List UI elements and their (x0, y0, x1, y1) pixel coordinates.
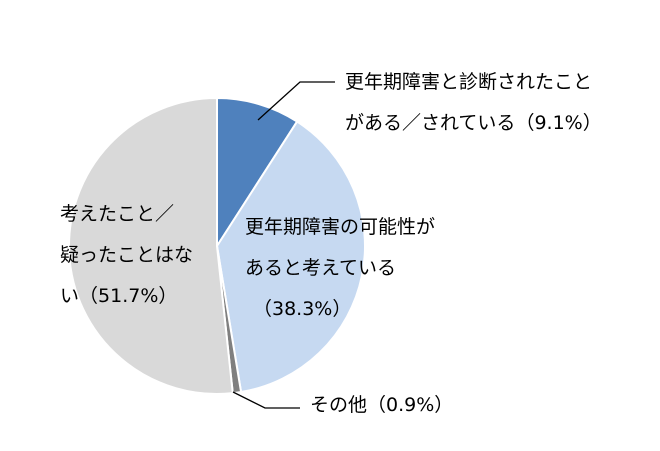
leader-line (257, 81, 335, 121)
slice-label: 更年期障害の可能性が あると考えている （38.3%） (245, 207, 435, 330)
category-label: 考えたこと／ 疑ったことはな い (60, 203, 194, 307)
value-label: （9.1%） (515, 112, 602, 134)
value-label: （0.9%） (367, 394, 454, 416)
value-label: （51.7%） (79, 285, 178, 307)
category-label: その他 (310, 394, 368, 416)
pie-slice (68, 96, 234, 395)
pie-slice (216, 96, 299, 250)
leader-line (232, 391, 300, 409)
slice-label: その他（0.9%） (310, 385, 453, 426)
category-label: 更年期障害と診断されたこと がある／されている (345, 71, 593, 134)
value-label: （38.3%） (253, 298, 352, 320)
pie-slice (215, 120, 366, 394)
slice-label: 更年期障害と診断されたこと がある／されている（9.1%） (345, 62, 602, 144)
category-label: 更年期障害の可能性が あると考えている (245, 216, 436, 279)
slice-label: 考えたこと／ 疑ったことはな い（51.7%） (60, 194, 193, 317)
